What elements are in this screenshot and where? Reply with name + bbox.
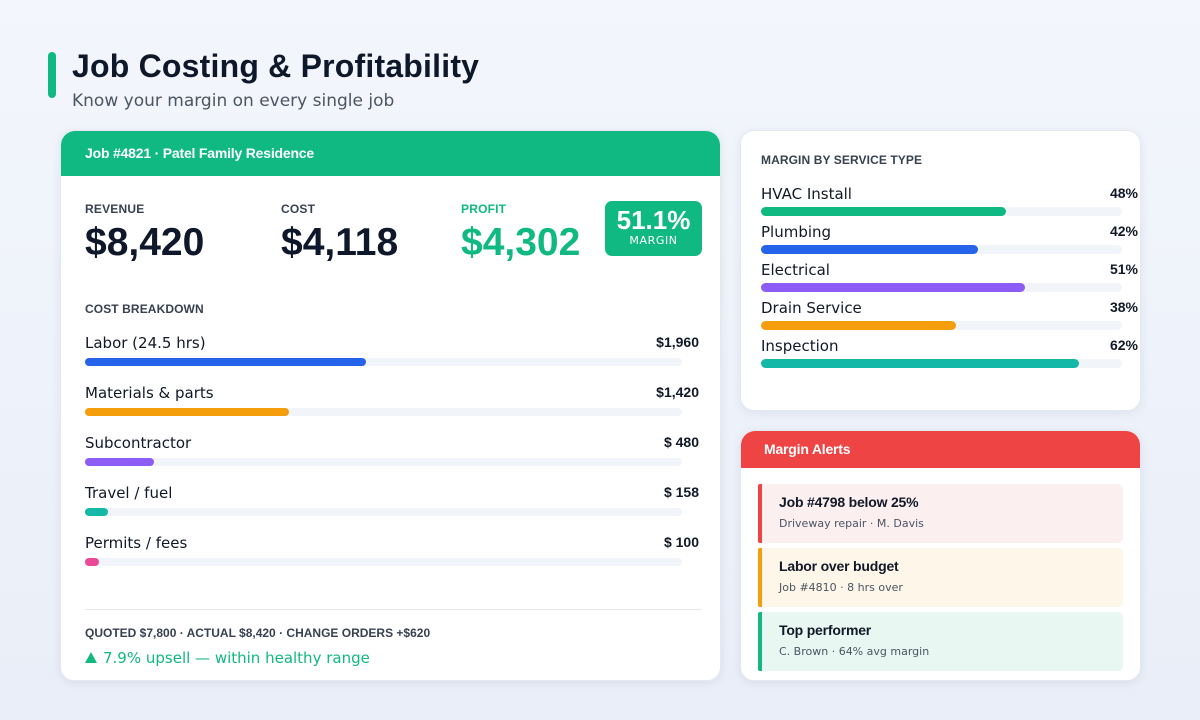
cost-item-name: Travel / fuel (85, 484, 173, 502)
service-margin-pct: 51% (1109, 261, 1138, 277)
cost-breakdown-row: Travel / fuel $ 158 (85, 484, 699, 524)
service-margin-label: MARGIN BY SERVICE TYPE (761, 153, 923, 167)
upsell-status: 7.9% upsell — within healthy range (85, 649, 370, 667)
margin-label: MARGIN (629, 234, 678, 247)
title-accent-bar (48, 52, 56, 98)
cost-item-amount: $ 480 (663, 434, 699, 450)
service-bar-fill (761, 245, 978, 254)
alert-severity-edge (758, 548, 762, 607)
service-margin-pct: 48% (1109, 185, 1138, 201)
cost-item-name: Labor (24.5 hrs) (85, 334, 206, 352)
profit-label: PROFIT (461, 202, 507, 216)
cost-label: COST (281, 202, 316, 216)
cost-bar-track (85, 508, 682, 516)
quote-summary: QUOTED $7,800 · ACTUAL $8,420 · CHANGE O… (85, 626, 431, 640)
service-name: Inspection (761, 337, 839, 355)
cost-item-name: Permits / fees (85, 534, 188, 552)
service-margin-row: Inspection 62% (761, 337, 1138, 373)
alert-item[interactable]: Labor over budget Job #4810 · 8 hrs over (758, 548, 1123, 607)
alert-severity-edge (758, 612, 762, 671)
service-margin-pct: 38% (1109, 299, 1138, 315)
alert-description: Job #4810 · 8 hrs over (779, 581, 903, 594)
cost-item-amount: $1,960 (656, 334, 699, 350)
up-arrow-icon (85, 652, 97, 663)
cost-breakdown-row: Subcontractor $ 480 (85, 434, 699, 474)
cost-value: $4,118 (281, 221, 399, 264)
page-subtitle: Know your margin on every single job (72, 91, 395, 111)
service-name: HVAC Install (761, 185, 852, 203)
cost-item-name: Subcontractor (85, 434, 192, 452)
cost-bar-fill (85, 408, 289, 416)
service-bar-fill (761, 321, 956, 330)
service-bar-track (761, 321, 1122, 330)
cost-bar-fill (85, 508, 108, 516)
margin-badge: 51.1% MARGIN (605, 201, 702, 256)
cost-item-name: Materials & parts (85, 384, 214, 402)
job-title: Job #4821 · Patel Family Residence (61, 131, 720, 176)
service-margin-card: MARGIN BY SERVICE TYPE HVAC Install 48% Pl… (740, 130, 1141, 411)
page-title: Job Costing & Profitability (72, 48, 480, 84)
service-name: Plumbing (761, 223, 832, 241)
alert-severity-edge (758, 484, 762, 543)
divider (85, 609, 702, 610)
service-margin-row: Plumbing 42% (761, 223, 1138, 259)
margin-value: 51.1% (616, 205, 691, 235)
service-bar-track (761, 283, 1122, 292)
alert-title: Job #4798 below 25% (779, 494, 919, 510)
cost-item-amount: $1,420 (656, 384, 699, 400)
cost-breakdown-row: Materials & parts $1,420 (85, 384, 699, 424)
service-bar-track (761, 359, 1122, 368)
service-bar-fill (761, 359, 1079, 368)
revenue-label: REVENUE (85, 202, 145, 216)
service-bar-track (761, 245, 1122, 254)
alert-title: Labor over budget (779, 558, 899, 574)
cost-item-amount: $ 158 (663, 484, 699, 500)
alert-item[interactable]: Job #4798 below 25% Driveway repair · M. … (758, 484, 1123, 543)
revenue-value: $8,420 (85, 221, 205, 264)
service-margin-row: Electrical 51% (761, 261, 1138, 297)
cost-bar-track (85, 408, 682, 416)
alerts-title: Margin Alerts (741, 431, 1140, 468)
alert-item[interactable]: Top performer C. Brown · 64% avg margin (758, 612, 1123, 671)
service-bar-fill (761, 207, 1006, 216)
service-margin-row: Drain Service 38% (761, 299, 1138, 335)
service-margin-pct: 62% (1109, 337, 1138, 353)
profit-value: $4,302 (461, 221, 581, 264)
cost-bar-fill (85, 358, 366, 366)
alert-description: C. Brown · 64% avg margin (779, 645, 930, 658)
cost-breakdown-label: COST BREAKDOWN (85, 302, 204, 316)
cost-breakdown-row: Labor (24.5 hrs) $1,960 (85, 334, 699, 374)
job-card: Job #4821 · Patel Family Residence REVEN… (60, 130, 721, 681)
margin-alerts-card: Margin Alerts Job #4798 below 25% Drivewa… (740, 430, 1141, 681)
cost-bar-fill (85, 458, 154, 466)
cost-breakdown-row: Permits / fees $ 100 (85, 534, 699, 574)
cost-bar-track (85, 358, 682, 366)
cost-bar-track (85, 558, 682, 566)
service-name: Drain Service (761, 299, 862, 317)
alert-title: Top performer (779, 622, 872, 638)
service-margin-pct: 42% (1109, 223, 1138, 239)
cost-bar-track (85, 458, 682, 466)
service-name: Electrical (761, 261, 830, 279)
cost-item-amount: $ 100 (663, 534, 699, 550)
alert-description: Driveway repair · M. Davis (779, 517, 924, 530)
cost-bar-fill (85, 558, 99, 566)
service-bar-fill (761, 283, 1025, 292)
service-margin-row: HVAC Install 48% (761, 185, 1138, 221)
upsell-text: 7.9% upsell — within healthy range (103, 649, 370, 667)
service-bar-track (761, 207, 1122, 216)
